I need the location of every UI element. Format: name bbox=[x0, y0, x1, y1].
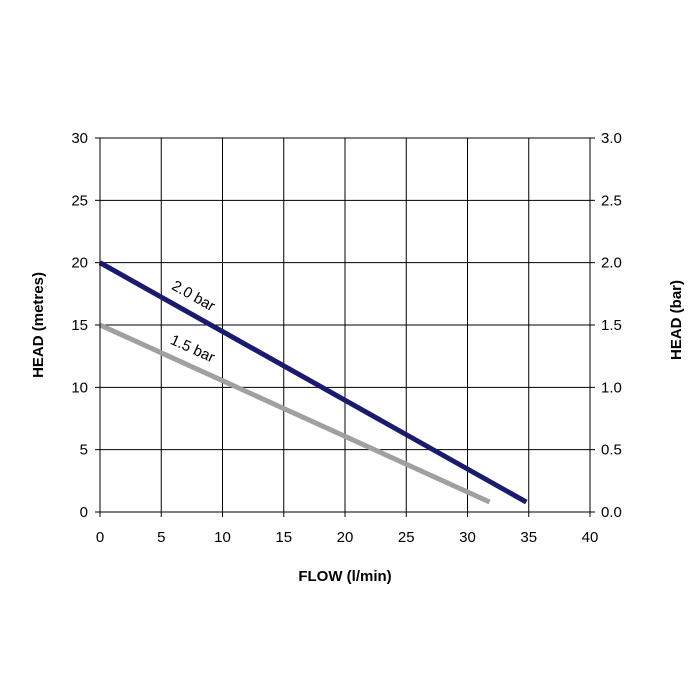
x-tick-label: 15 bbox=[275, 529, 292, 546]
y-tick-label: 0 bbox=[80, 504, 88, 521]
x-tick-label: 25 bbox=[398, 529, 415, 546]
y-tick-label: 20 bbox=[71, 255, 88, 272]
x-tick-label: 20 bbox=[337, 529, 354, 546]
x-axis-title: FLOW (l/min) bbox=[298, 568, 391, 585]
y2-tick-label: 3.0 bbox=[601, 130, 622, 147]
y-tick-label: 10 bbox=[71, 379, 88, 396]
x-tick-label: 35 bbox=[520, 529, 537, 546]
y2-tick-label: 2.5 bbox=[601, 192, 622, 209]
series-label-0: 2.0 bar bbox=[169, 277, 218, 315]
y2-tick-label: 1.5 bbox=[601, 317, 622, 334]
y2-tick-label: 2.0 bbox=[601, 255, 622, 272]
y-axis-title: HEAD (metres) bbox=[30, 272, 47, 378]
x-tick-label: 40 bbox=[582, 529, 599, 546]
y-tick-label: 25 bbox=[71, 192, 88, 209]
series-line-1 bbox=[98, 322, 491, 505]
y2-axis-title: HEAD (bar) bbox=[668, 280, 685, 360]
x-tick-label: 5 bbox=[157, 529, 165, 546]
y2-tick-label: 0.5 bbox=[601, 442, 622, 459]
x-tick-label: 30 bbox=[459, 529, 476, 546]
grid bbox=[100, 138, 590, 512]
y-tick-label: 30 bbox=[71, 130, 88, 147]
y2-tick-label: 1.0 bbox=[601, 379, 622, 396]
y-tick-label: 15 bbox=[71, 317, 88, 334]
tick-labels: 0 5 10 15 20 25 30 35 40 0 5 10 15 20 25 30 0.0 0.5 1.0 1.5… bbox=[71, 130, 622, 546]
y-tick-label: 5 bbox=[80, 442, 88, 459]
y2-tick-label: 0.0 bbox=[601, 504, 622, 521]
series-line-0 bbox=[98, 260, 528, 505]
x-tick-label: 0 bbox=[96, 529, 104, 546]
x-tick-label: 10 bbox=[214, 529, 231, 546]
